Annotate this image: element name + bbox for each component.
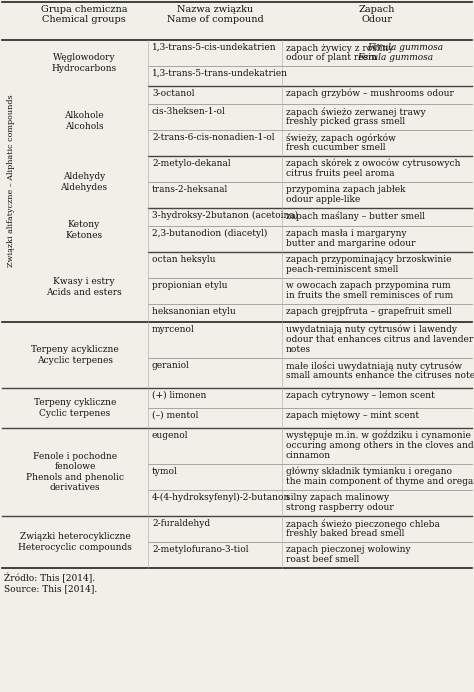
Text: 3-octanol: 3-octanol bbox=[152, 89, 194, 98]
Text: Zapach
Odour: Zapach Odour bbox=[359, 5, 395, 24]
Text: 2-trans-6-cis-nonadien-1-ol: 2-trans-6-cis-nonadien-1-ol bbox=[152, 133, 274, 142]
Text: citrus fruits peel aroma: citrus fruits peel aroma bbox=[286, 169, 394, 178]
Text: występuje m.in. w goździku i cynamonie: występuje m.in. w goździku i cynamonie bbox=[286, 431, 471, 441]
Text: tymol: tymol bbox=[152, 467, 178, 476]
Text: odour of plant resin: odour of plant resin bbox=[286, 53, 380, 62]
Text: Ketony
Ketones: Ketony Ketones bbox=[65, 220, 102, 239]
Text: Grupa chemiczna
Chemical groups: Grupa chemiczna Chemical groups bbox=[41, 5, 127, 24]
Text: (+) limonen: (+) limonen bbox=[152, 391, 206, 400]
Text: Kwasy i estry
Acids and esters: Kwasy i estry Acids and esters bbox=[46, 277, 122, 297]
Text: zapach pieczonej wołowiny: zapach pieczonej wołowiny bbox=[286, 545, 410, 554]
Text: 3-hydroksy-2butanon (acetoina): 3-hydroksy-2butanon (acetoina) bbox=[152, 211, 298, 220]
Text: małe ilości uwydatniają nuty cytrusów: małe ilości uwydatniają nuty cytrusów bbox=[286, 361, 462, 371]
Text: Źródło: This [2014].
Source: This [2014].: Źródło: This [2014]. Source: This [2014]… bbox=[4, 573, 97, 594]
Text: Aldehydy
Aldehydes: Aldehydy Aldehydes bbox=[61, 172, 108, 192]
Text: eugenol: eugenol bbox=[152, 431, 189, 440]
Text: (–) mentol: (–) mentol bbox=[152, 411, 199, 420]
Text: zapach świeżo pieczonego chleba: zapach świeżo pieczonego chleba bbox=[286, 519, 440, 529]
Text: cis-3heksen-1-ol: cis-3heksen-1-ol bbox=[152, 107, 226, 116]
Text: octan heksylu: octan heksylu bbox=[152, 255, 216, 264]
Text: 1,3-trans-5-trans-undekatrien: 1,3-trans-5-trans-undekatrien bbox=[152, 69, 288, 78]
Text: trans-2-heksanal: trans-2-heksanal bbox=[152, 185, 228, 194]
Text: 1,3-trans-5-cis-undekatrien: 1,3-trans-5-cis-undekatrien bbox=[152, 43, 277, 52]
Text: 2-metylo-dekanal: 2-metylo-dekanal bbox=[152, 159, 231, 168]
Text: odour that enhances citrus and lavender: odour that enhances citrus and lavender bbox=[286, 335, 473, 344]
Text: zapach grejpfruta – grapefruit smell: zapach grejpfruta – grapefruit smell bbox=[286, 307, 452, 316]
Text: zapach masła i margaryny: zapach masła i margaryny bbox=[286, 229, 407, 238]
Text: fresh cucumber smell: fresh cucumber smell bbox=[286, 143, 385, 152]
Text: heksanonian etylu: heksanonian etylu bbox=[152, 307, 236, 316]
Text: Związki alifatyczne – Aliphatic compounds: Związki alifatyczne – Aliphatic compound… bbox=[7, 95, 15, 267]
Text: occuring among others in the cloves and: occuring among others in the cloves and bbox=[286, 441, 474, 450]
Text: propionian etylu: propionian etylu bbox=[152, 281, 228, 290]
Text: myrcenol: myrcenol bbox=[152, 325, 195, 334]
Text: zapach skórek z owoców cytrusowych: zapach skórek z owoców cytrusowych bbox=[286, 159, 461, 168]
Text: geraniol: geraniol bbox=[152, 361, 190, 370]
Text: 4-(4-hydroksyfenyl)-2-butanon: 4-(4-hydroksyfenyl)-2-butanon bbox=[152, 493, 291, 502]
Text: roast beef smell: roast beef smell bbox=[286, 555, 359, 564]
Text: freshly picked grass smell: freshly picked grass smell bbox=[286, 117, 405, 126]
Text: uwydatniają nuty cytrusów i lawendy: uwydatniają nuty cytrusów i lawendy bbox=[286, 325, 457, 334]
Text: in fruits the smell reminisces of rum: in fruits the smell reminisces of rum bbox=[286, 291, 453, 300]
Text: cinnamon: cinnamon bbox=[286, 451, 331, 460]
Text: Nazwa związku
Name of compound: Nazwa związku Name of compound bbox=[167, 5, 264, 24]
Text: peach-reminiscent smell: peach-reminiscent smell bbox=[286, 265, 398, 274]
Text: strong raspberry odour: strong raspberry odour bbox=[286, 503, 394, 512]
Text: Węglowodory
Hydrocarbons: Węglowodory Hydrocarbons bbox=[51, 53, 117, 73]
Text: zapach żywicy z rośliny: zapach żywicy z rośliny bbox=[286, 43, 396, 53]
Text: freshly baked bread smell: freshly baked bread smell bbox=[286, 529, 404, 538]
Text: w owocach zapach przypomina rum: w owocach zapach przypomina rum bbox=[286, 281, 451, 290]
Text: 2-furaldehyd: 2-furaldehyd bbox=[152, 519, 210, 528]
Text: 2,3-butanodion (diacetyl): 2,3-butanodion (diacetyl) bbox=[152, 229, 267, 238]
Text: przypomina zapach jabłek: przypomina zapach jabłek bbox=[286, 185, 405, 194]
Text: odour apple-like: odour apple-like bbox=[286, 195, 360, 204]
Text: zapach świeżo zerwanej trawy: zapach świeżo zerwanej trawy bbox=[286, 107, 426, 117]
Text: zapach miętowy – mint scent: zapach miętowy – mint scent bbox=[286, 411, 419, 420]
Text: silny zapach malinowy: silny zapach malinowy bbox=[286, 493, 389, 502]
Text: Terpeny cykliczne
Cyclic terpenes: Terpeny cykliczne Cyclic terpenes bbox=[34, 399, 116, 418]
Text: Fenole i pochodne
fenolowe
Phenols and phenolic
derivatives: Fenole i pochodne fenolowe Phenols and p… bbox=[26, 452, 124, 492]
Text: zapach przypominający brzoskwinie: zapach przypominający brzoskwinie bbox=[286, 255, 452, 264]
Text: Alkohole
Alcohols: Alkohole Alcohols bbox=[64, 111, 104, 131]
Text: Ferula gummosa: Ferula gummosa bbox=[367, 43, 443, 52]
Text: zapach grzybów – mushrooms odour: zapach grzybów – mushrooms odour bbox=[286, 89, 454, 98]
Text: small amounts enhance the citruses notes: small amounts enhance the citruses notes bbox=[286, 371, 474, 380]
Text: butter and margarine odour: butter and margarine odour bbox=[286, 239, 416, 248]
Text: świeży, zapach ogórków: świeży, zapach ogórków bbox=[286, 133, 396, 143]
Text: the main component of thyme and oregano: the main component of thyme and oregano bbox=[286, 477, 474, 486]
Text: zapach cytrynowy – lemon scent: zapach cytrynowy – lemon scent bbox=[286, 391, 435, 400]
Text: Ferula gummosa: Ferula gummosa bbox=[357, 53, 433, 62]
Text: Związki heterocykliczne
Heterocyclic compounds: Związki heterocykliczne Heterocyclic com… bbox=[18, 532, 132, 552]
Text: zapach maślany – butter smell: zapach maślany – butter smell bbox=[286, 211, 425, 221]
Text: notes: notes bbox=[286, 345, 311, 354]
Text: główny składnik tymianku i oregano: główny składnik tymianku i oregano bbox=[286, 467, 452, 477]
Text: Terpeny acykliczne
Acyclic terpenes: Terpeny acykliczne Acyclic terpenes bbox=[31, 345, 119, 365]
Text: 2-metylofurano-3-tiol: 2-metylofurano-3-tiol bbox=[152, 545, 248, 554]
